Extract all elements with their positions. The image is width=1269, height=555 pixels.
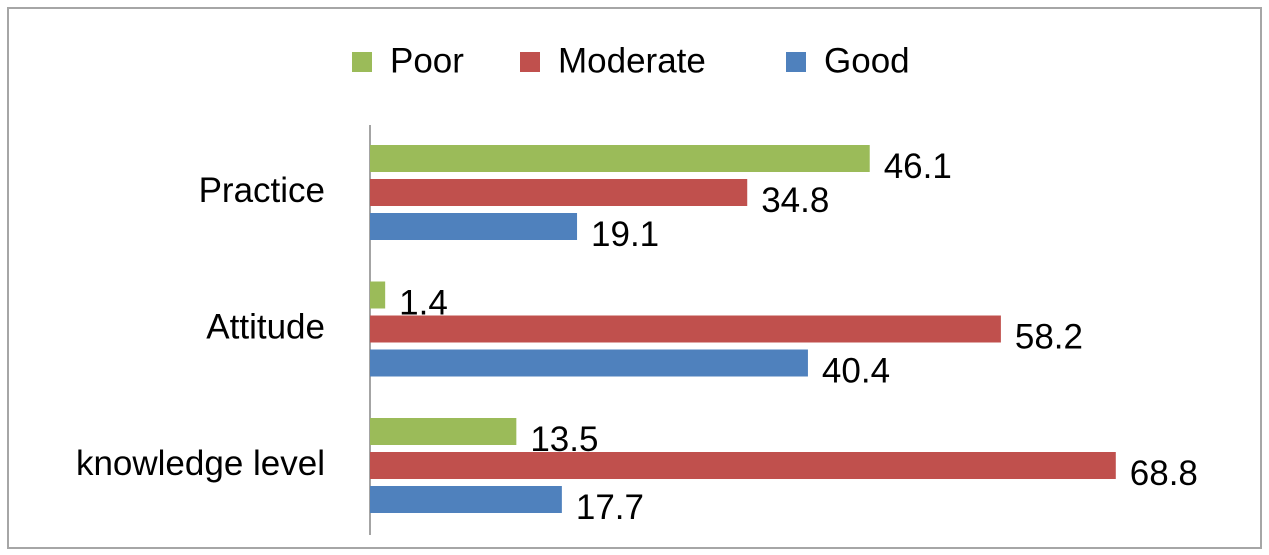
legend-label: Poor [390, 41, 464, 80]
legend-swatch [352, 52, 372, 72]
data-label: 19.1 [591, 215, 659, 254]
data-label: 68.8 [1130, 454, 1198, 493]
data-label: 40.4 [822, 351, 890, 390]
bar [370, 281, 386, 309]
bar [370, 179, 748, 206]
category-label: knowledge level [76, 444, 325, 483]
bar [370, 145, 870, 172]
bar [370, 349, 808, 377]
bar [370, 315, 1001, 343]
data-label: 17.7 [576, 488, 644, 527]
legend-label: Good [824, 41, 910, 80]
bar [370, 486, 562, 513]
bar [370, 213, 578, 240]
legend-label: Moderate [558, 41, 706, 80]
bar [370, 418, 517, 445]
category-label: Attitude [206, 307, 325, 346]
legend-swatch [520, 52, 540, 72]
bar [370, 452, 1116, 479]
legend-swatch [786, 52, 806, 72]
data-label: 58.2 [1015, 317, 1083, 356]
category-label: Practice [199, 171, 325, 210]
data-label: 46.1 [884, 147, 952, 186]
data-label: 34.8 [761, 181, 829, 220]
